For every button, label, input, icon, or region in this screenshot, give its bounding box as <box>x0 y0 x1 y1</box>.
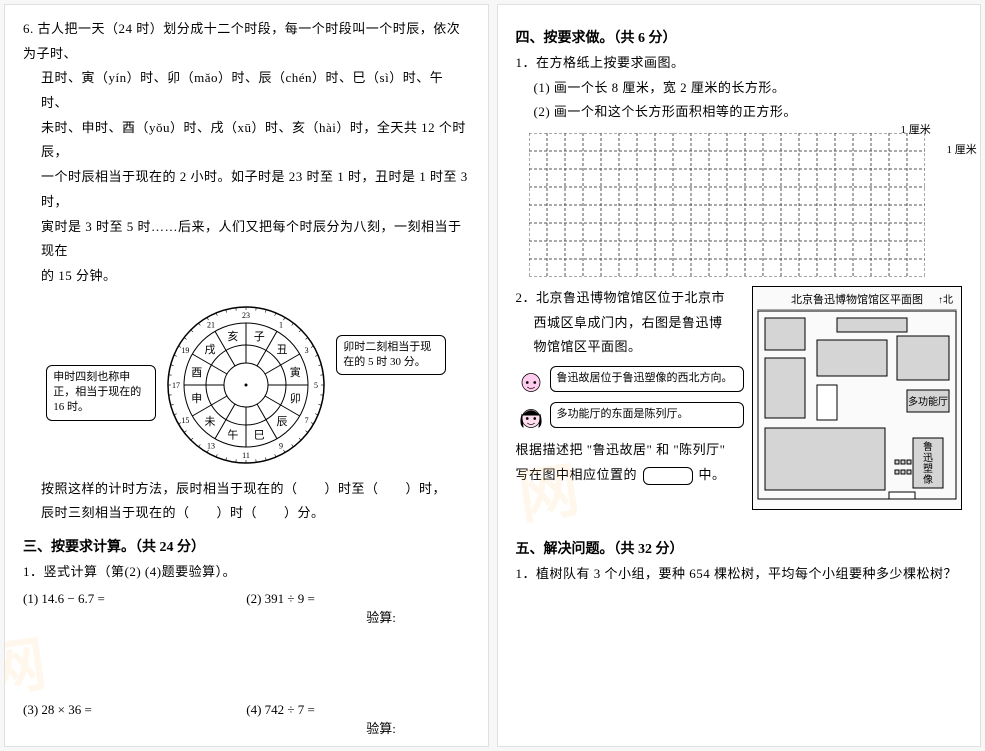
svg-text:巳: 巳 <box>254 429 265 441</box>
q6-line: 的 15 分钟。 <box>41 264 470 289</box>
svg-text:亥: 亥 <box>228 328 239 342</box>
q6: 6. 古人把一天（24 时）划分成十二个时段，每一个时段叫一个时辰，依次为子时、… <box>23 17 470 526</box>
q6-line: 一个时辰相当于现在的 2 小时。如子时是 23 时至 1 时，丑时是 1 时至 … <box>41 165 470 214</box>
svg-text:丑: 丑 <box>277 344 288 356</box>
sec4-q1-sub1: (1) 画一个长 8 厘米，宽 2 厘米的长方形。 <box>534 76 963 101</box>
verify-label: 验算: <box>366 718 469 737</box>
clock-diagram: 申时四刻也称申正，相当于现在的 16 时。 卯时二刻相当于现在的 5 时 30 … <box>46 295 446 475</box>
q2-after: 写在图中相应位置的 中。 <box>516 463 745 488</box>
sec4-q2-left: 2．北京鲁迅博物馆馆区位于北京市 西城区阜成门内，右图是鲁迅博 物馆馆区平面图。… <box>516 286 745 510</box>
svg-text:卯: 卯 <box>290 392 301 405</box>
sec5-title: 五、解决问题。（共 32 分） <box>516 538 963 558</box>
svg-text:子: 子 <box>254 329 265 342</box>
svg-text:13: 13 <box>207 441 215 450</box>
grid-svg <box>529 133 925 277</box>
svg-text:23: 23 <box>242 311 250 320</box>
bubble-row: 鲁迅故居位于鲁迅塑像的西北方向。 <box>516 366 745 396</box>
sec4-q1-stem: 1．在方格纸上按要求画图。 <box>516 51 963 76</box>
sec3-q1-stem: 1．竖式计算（第(2) (4)题要验算）。 <box>23 560 470 585</box>
verify-label: 验算: <box>366 607 469 626</box>
grid-label-right: 1 厘米 <box>947 141 977 157</box>
q2-line: 2．北京鲁迅博物馆馆区位于北京市 <box>516 286 745 311</box>
svg-text:7: 7 <box>305 416 309 425</box>
calc-row: (3) 28 × 36 = (4) 742 ÷ 7 = 验算: <box>23 702 470 737</box>
north-label: 北 <box>943 295 953 306</box>
sec5-q1: 1．植树队有 3 个小组，要种 654 棵松树，平均每个小组要种多少棵松树？ <box>516 562 963 587</box>
bubble-row: 多功能厅的东面是陈列厅。 <box>516 402 745 432</box>
calc-row: (1) 14.6 − 6.7 = (2) 391 ÷ 9 = 验算: <box>23 591 470 626</box>
svg-text:3: 3 <box>305 346 309 355</box>
calc-item: (2) 391 ÷ 9 = 验算: <box>246 591 469 626</box>
q2-line: 物馆馆区平面图。 <box>534 335 745 360</box>
calc-item: (1) 14.6 − 6.7 = <box>23 591 246 626</box>
svg-text:戌: 戌 <box>205 343 216 356</box>
bubble-2: 多功能厅的东面是陈列厅。 <box>550 402 745 427</box>
sec4-q1-sub2: (2) 画一个和这个长方形面积相等的正方形。 <box>534 100 963 125</box>
q6-line: 未时、申时、酉（yǒu）时、戌（xū）时、亥（hài）时，全天共 12 个时辰， <box>41 116 470 165</box>
svg-text:21: 21 <box>207 320 215 329</box>
clock-svg: 子 23 丑 1 寅3 卯 5 辰 7 巳 9 午 11 未 13 申 15 酉 17 戌 19 亥 21 <box>156 295 336 475</box>
svg-text:午: 午 <box>228 428 239 441</box>
svg-text:5: 5 <box>314 381 318 390</box>
q6-line: 6. 古人把一天（24 时）划分成十二个时段，每一个时段叫一个时辰，依次为子时、 <box>23 17 470 66</box>
svg-text:9: 9 <box>279 441 283 450</box>
q6-num: 6. <box>23 17 34 42</box>
girl-face-icon <box>516 402 546 432</box>
calc-item: (3) 28 × 36 = <box>23 702 246 737</box>
svg-text:15: 15 <box>182 416 190 425</box>
svg-text:寅: 寅 <box>290 364 301 378</box>
sec3-title: 三、按要求计算。（共 24 分） <box>23 536 470 556</box>
q2-after-text: 写在图中相应位置的 <box>516 467 638 482</box>
bubble-1: 鲁迅故居位于鲁迅塑像的西北方向。 <box>550 366 745 391</box>
map-box: 北京鲁迅博物馆馆区平面图 ↑北 多功能厅鲁迅塑像 <box>752 286 962 510</box>
q2-after: 根据描述把 "鲁迅故居" 和 "陈列厅" <box>516 438 745 463</box>
q6-line: 丑时、寅（yín）时、卯（mǎo）时、辰（chén）时、巳（sì）时、午时、 <box>41 66 470 115</box>
calc-item: (4) 742 ÷ 7 = 验算: <box>246 702 469 737</box>
answer-box[interactable] <box>643 467 693 485</box>
svg-text:酉: 酉 <box>191 366 202 378</box>
grid-label-top: 1 厘米 <box>901 121 931 137</box>
boy-face-icon <box>516 366 546 396</box>
svg-text:17: 17 <box>172 381 180 390</box>
calc-label: (4) 742 ÷ 7 = <box>246 702 315 717</box>
left-page: 网 6. 古人把一天（24 时）划分成十二个时段，每一个时段叫一个时辰，依次为子… <box>4 4 489 747</box>
q6-after: 按照这样的计时方法，辰时相当于现在的（ ）时至（ ）时， <box>41 477 470 502</box>
svg-text:鲁迅塑像: 鲁迅塑像 <box>923 440 933 486</box>
q2-after-text: 中。 <box>699 467 726 482</box>
svg-text:多功能厅: 多功能厅 <box>908 395 948 408</box>
q6-text: 古人把一天（24 时）划分成十二个时段，每一个时段叫一个时辰，依次为子时、 <box>23 21 460 61</box>
q6-line: 寅时是 3 时至 5 时……后来，人们又把每个时辰分为八刻，一刻相当于现在 <box>41 215 470 264</box>
svg-text:11: 11 <box>242 451 250 460</box>
map-title: 北京鲁迅博物馆馆区平面图 ↑北 <box>757 291 957 310</box>
map-svg: 多功能厅鲁迅塑像 <box>757 310 957 500</box>
q2-line: 西城区阜成门内，右图是鲁迅博 <box>534 311 745 336</box>
sec4-title: 四、按要求做。（共 6 分） <box>516 27 963 47</box>
sec4-q2: 2．北京鲁迅博物馆馆区位于北京市 西城区阜成门内，右图是鲁迅博 物馆馆区平面图。… <box>516 286 963 510</box>
svg-text:申: 申 <box>191 392 202 405</box>
callout-right: 卯时二刻相当于现在的 5 时 30 分。 <box>336 335 446 376</box>
work-space <box>23 737 470 747</box>
svg-text:1: 1 <box>279 320 283 329</box>
work-space <box>23 626 470 696</box>
grid-box: 1 厘米 1 厘米 <box>529 133 949 282</box>
q6-after: 辰时三刻相当于现在的（ ）时（ ）分。 <box>41 501 470 526</box>
map-title-text: 北京鲁迅博物馆馆区平面图 <box>791 294 923 306</box>
spacer <box>516 510 963 528</box>
svg-text:未: 未 <box>205 415 216 428</box>
svg-text:19: 19 <box>182 346 190 355</box>
callout-left: 申时四刻也称申正，相当于现在的 16 时。 <box>46 365 156 421</box>
svg-text:辰: 辰 <box>277 416 288 428</box>
right-page: 网 四、按要求做。（共 6 分） 1．在方格纸上按要求画图。 (1) 画一个长 … <box>497 4 982 747</box>
calc-label: (2) 391 ÷ 9 = <box>246 591 315 606</box>
north-icon: ↑北 <box>938 291 953 306</box>
